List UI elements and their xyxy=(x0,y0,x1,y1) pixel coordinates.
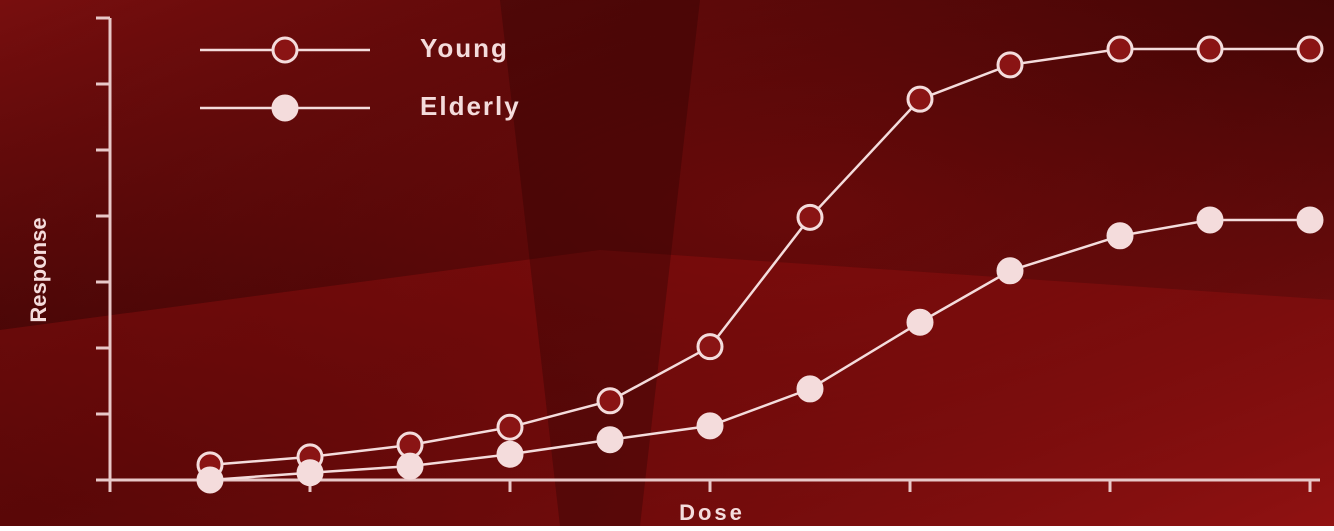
x-axis-title: Dose xyxy=(679,500,745,525)
data-point xyxy=(598,428,622,452)
legend-marker xyxy=(273,38,297,62)
data-point xyxy=(1298,37,1322,61)
data-point xyxy=(598,389,622,413)
data-point xyxy=(798,377,822,401)
data-point xyxy=(698,414,722,438)
data-point xyxy=(498,442,522,466)
data-point xyxy=(498,415,522,439)
legend-marker xyxy=(273,96,297,120)
legend-label: Young xyxy=(420,33,509,63)
data-point xyxy=(1108,224,1132,248)
data-point xyxy=(998,53,1022,77)
legend-label: Elderly xyxy=(420,91,521,121)
chart: Response Dose Young Elderly xyxy=(0,0,1334,526)
data-point xyxy=(398,454,422,478)
data-point xyxy=(908,87,932,111)
data-point xyxy=(1198,37,1222,61)
data-point xyxy=(1198,208,1222,232)
data-point xyxy=(908,310,932,334)
page: Response Dose YoungElderly (() => { cons… xyxy=(0,0,1334,526)
y-axis-title: Response xyxy=(26,217,51,322)
data-point xyxy=(198,468,222,492)
data-point xyxy=(698,335,722,359)
data-point xyxy=(298,461,322,485)
data-point xyxy=(798,205,822,229)
data-point xyxy=(1108,37,1132,61)
data-point xyxy=(998,259,1022,283)
data-point xyxy=(1298,208,1322,232)
